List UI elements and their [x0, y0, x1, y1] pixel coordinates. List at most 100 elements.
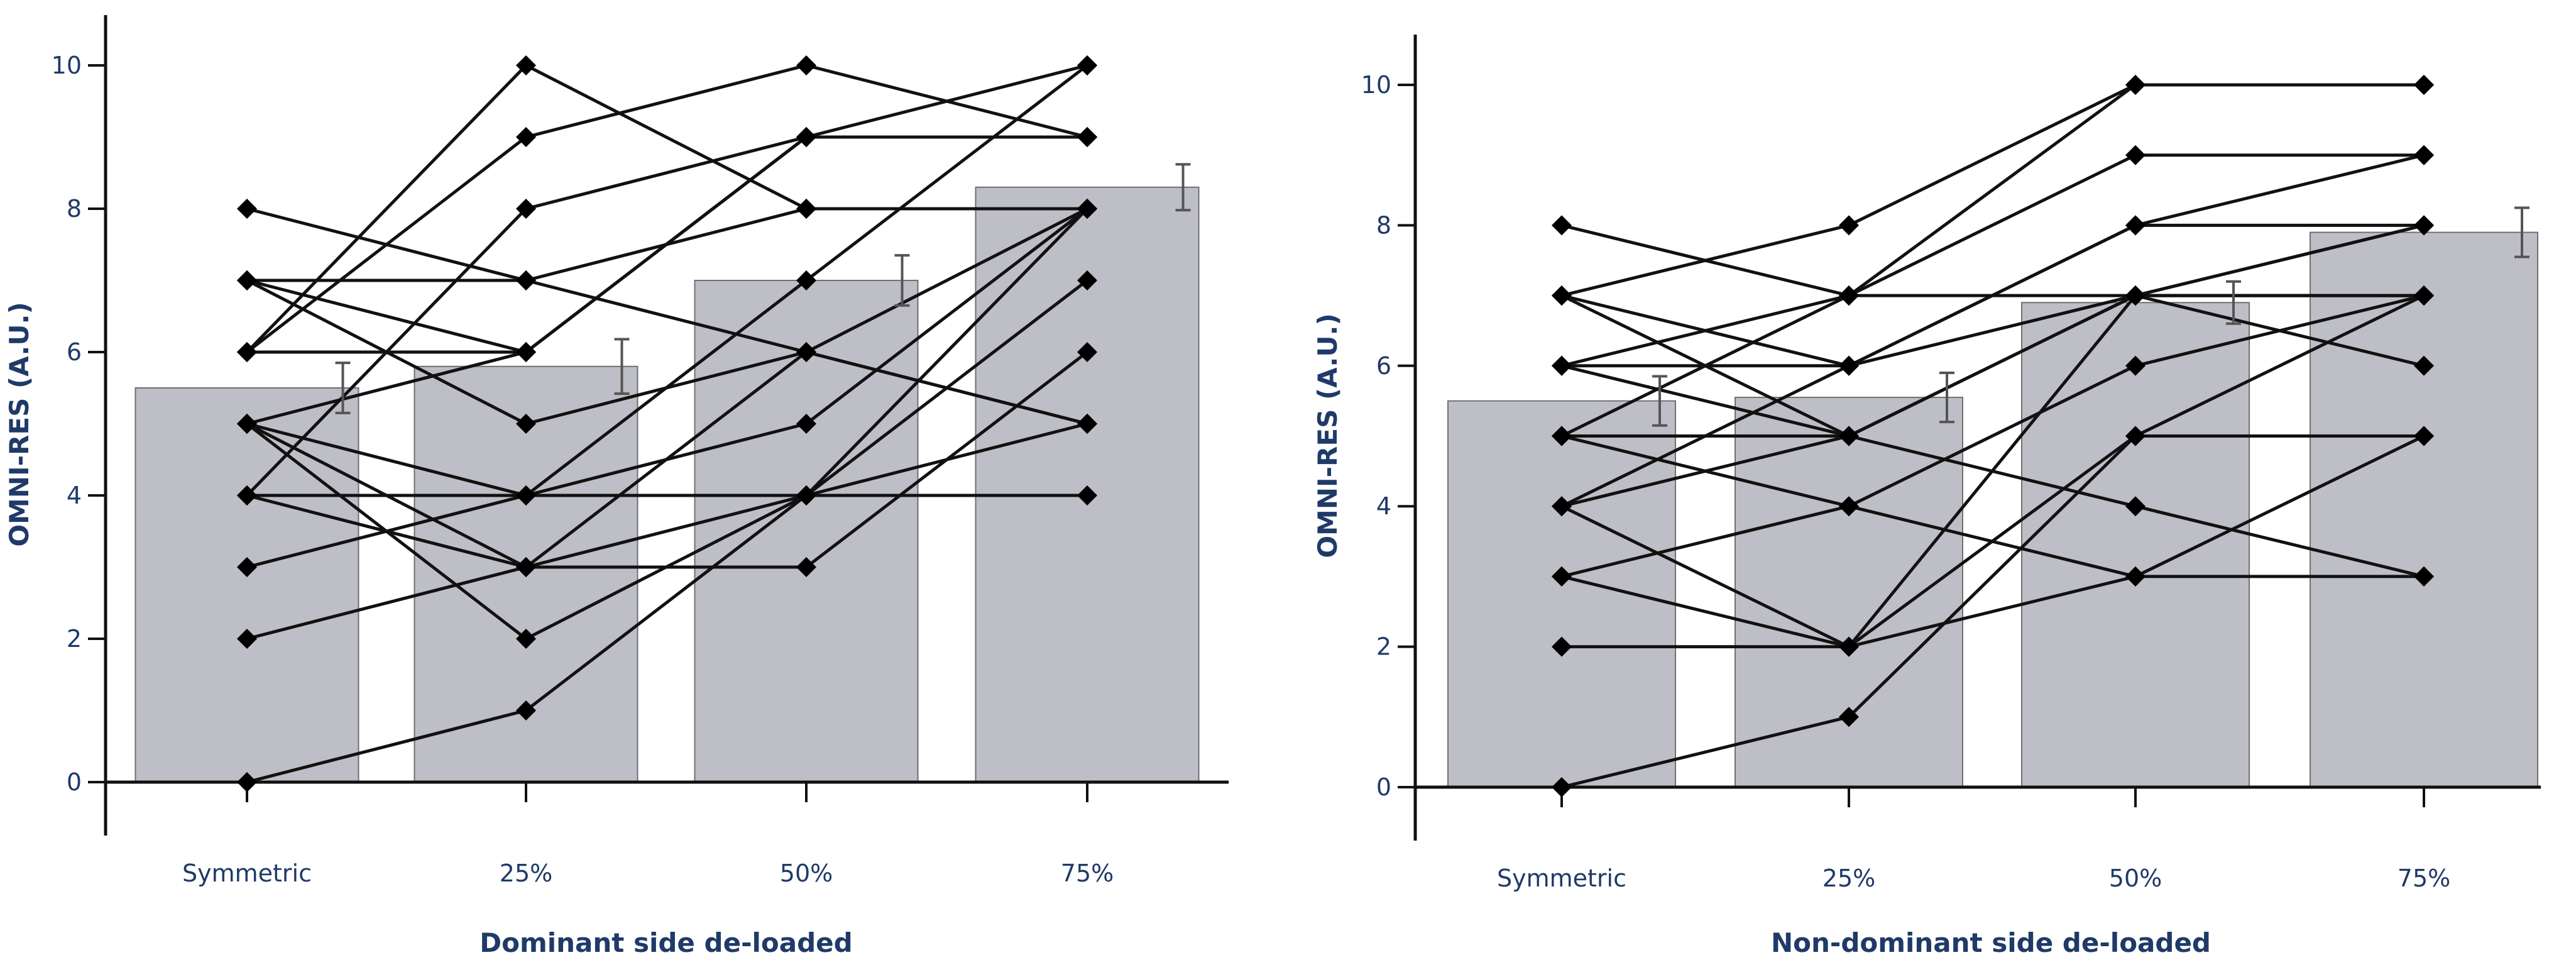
data-point-marker	[237, 199, 257, 219]
data-point-marker	[2125, 145, 2146, 165]
participant-line-15	[1560, 434, 2424, 649]
participant-line-12	[246, 207, 1088, 641]
error-bar	[1939, 371, 1954, 424]
x-tick-label: 25%	[500, 859, 552, 887]
data-point-marker	[237, 629, 257, 649]
participant-line-17	[1561, 294, 2425, 789]
participant-line-1	[1561, 223, 2424, 297]
data-point-marker	[2125, 75, 2146, 95]
data-point-marker	[1077, 414, 1097, 434]
data-point-marker	[237, 772, 257, 792]
participant-line-5	[246, 64, 1087, 353]
x-tick-label: 75%	[2398, 864, 2450, 892]
data-point-marker	[2125, 215, 2146, 236]
data-point-marker	[1552, 285, 1572, 306]
data-point-marker	[237, 342, 257, 362]
data-point-marker	[1552, 426, 1572, 446]
chart-panel-1: 0 2 4 6 8 10 Symmetric 25% 50% 75% Dominant side d…	[4, 15, 1229, 958]
error-bar	[2226, 280, 2241, 325]
data-point-marker	[516, 199, 536, 219]
x-tick-label: 50%	[780, 859, 833, 887]
y-axis-title: OMNI-RES (A.U.)	[4, 302, 35, 546]
bar-75pct	[2310, 231, 2538, 788]
y-tick-label: 4	[1376, 492, 1391, 520]
y-tick-label: 0	[1376, 773, 1391, 801]
y-axis-title: OMNI-RES (A.U.)	[1312, 313, 1343, 558]
bar-symmetric	[134, 387, 359, 783]
data-point-marker	[1839, 426, 1859, 446]
data-point-marker	[796, 414, 816, 434]
data-point-marker	[2125, 496, 2146, 517]
data-point-marker	[1839, 707, 1859, 727]
y-tick-label: 10	[1361, 71, 1391, 99]
y-tick-label: 2	[1376, 633, 1391, 661]
data-point-marker	[2414, 145, 2434, 165]
data-point-marker	[1552, 777, 1572, 797]
data-point-marker	[1077, 342, 1097, 362]
y-tick-label: 10	[52, 52, 82, 79]
data-point-marker	[1077, 199, 1097, 219]
data-point-marker	[1077, 127, 1097, 147]
error-bar	[1175, 163, 1191, 212]
data-point-marker	[516, 700, 536, 721]
error-bar	[335, 362, 351, 414]
data-point-marker	[237, 414, 257, 434]
participant-line-8	[1561, 434, 2424, 578]
y-tick-label: 6	[67, 338, 82, 366]
error-bar	[1652, 375, 1667, 427]
data-point-marker	[796, 127, 816, 147]
participant-line-12	[1562, 434, 2425, 649]
x-tick-label: Symmetric	[182, 859, 312, 887]
data-point-marker	[1839, 285, 1859, 306]
data-point-marker	[516, 55, 536, 75]
data-point-marker	[2414, 75, 2434, 95]
data-point-marker	[2414, 426, 2434, 446]
data-point-marker	[1077, 270, 1097, 290]
data-point-marker	[1839, 215, 1859, 236]
error-bar	[2514, 206, 2529, 258]
data-point-marker	[1552, 355, 1572, 376]
error-bar	[614, 338, 630, 395]
y-tick-label: 6	[1376, 352, 1391, 380]
data-point-marker	[1552, 636, 1572, 657]
participant-line-15	[246, 494, 1087, 569]
data-point-marker	[796, 485, 816, 505]
data-point-marker	[2125, 355, 2146, 376]
participant-line-17	[246, 207, 1088, 784]
y-tick-label: 4	[67, 482, 82, 509]
data-point-marker	[1077, 55, 1097, 75]
data-point-marker	[516, 557, 536, 577]
data-point-marker	[516, 270, 536, 290]
data-point-marker	[516, 629, 536, 649]
x-axis-title: Non-dominant side de-loaded	[1771, 927, 2211, 958]
data-point-marker	[796, 342, 816, 362]
bar-symmetric	[1447, 400, 1676, 788]
data-point-marker	[2125, 426, 2146, 446]
participant-line-16	[1561, 223, 2425, 649]
data-point-marker	[237, 557, 257, 577]
data-point-marker	[237, 270, 257, 290]
data-point-marker	[516, 485, 536, 505]
data-point-marker	[2414, 285, 2434, 306]
data-point-marker	[2414, 215, 2434, 236]
participant-line-16	[246, 422, 1088, 641]
data-point-marker	[2414, 355, 2434, 376]
data-point-marker	[796, 55, 816, 75]
data-point-marker	[1839, 636, 1859, 657]
y-tick-label: 8	[67, 195, 82, 223]
data-point-marker	[237, 485, 257, 505]
participant-line-11	[1561, 294, 2425, 578]
bar-50pct	[694, 280, 919, 783]
participant-line-14	[1562, 294, 2424, 368]
participant-line-7	[1560, 83, 2424, 438]
data-point-marker	[2414, 566, 2434, 587]
x-axis-title: Dominant side de-loaded	[480, 927, 852, 958]
x-tick-label: 25%	[1822, 864, 1875, 892]
y-tick-label: 2	[67, 625, 82, 653]
x-tick-label: 75%	[1061, 859, 1114, 887]
data-point-marker	[2125, 285, 2146, 306]
data-point-marker	[1839, 355, 1859, 376]
data-point-marker	[516, 414, 536, 434]
y-tick-label: 8	[1376, 211, 1391, 239]
